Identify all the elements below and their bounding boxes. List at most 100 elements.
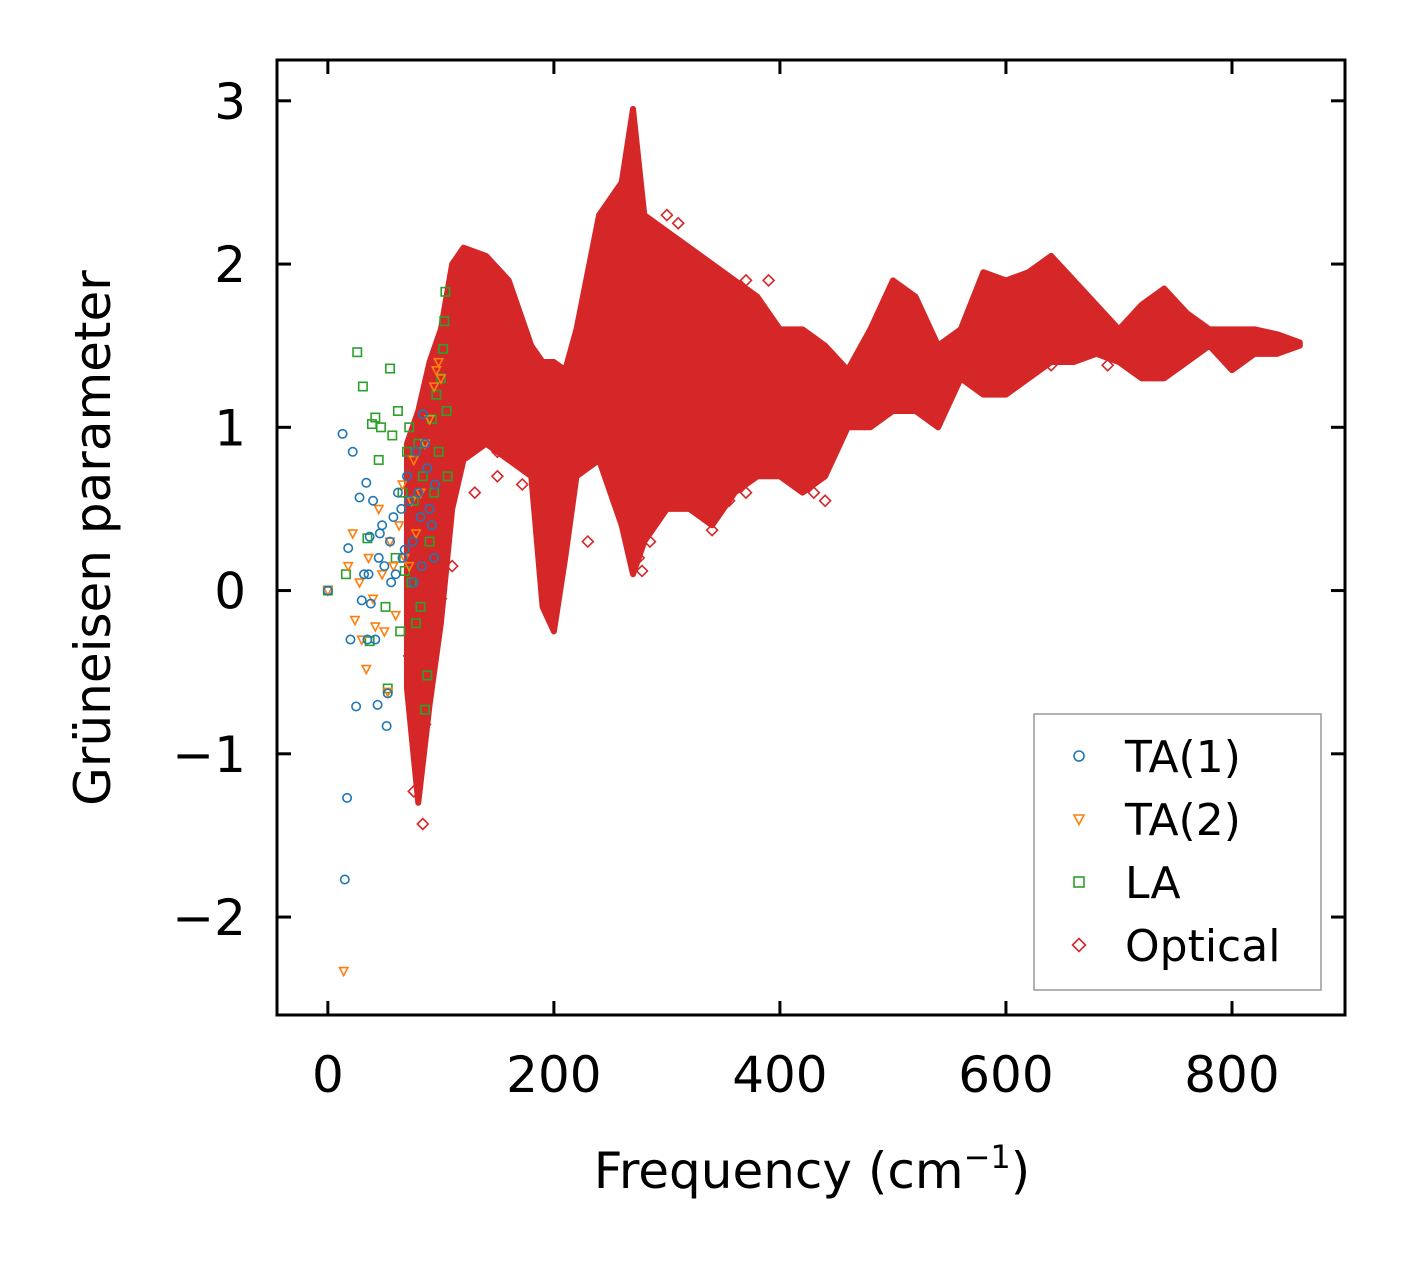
data-point [408, 455, 420, 467]
legend-label: TA(1) [1124, 732, 1241, 783]
optical-point [762, 273, 776, 287]
data-point [384, 537, 396, 548]
data-point [401, 471, 412, 482]
data-point [360, 664, 372, 676]
optical-point [1044, 358, 1058, 372]
optical-point [908, 384, 923, 398]
optical-point [682, 499, 697, 513]
optical-band [403, 105, 1303, 806]
data-point [386, 577, 397, 588]
optical-point [643, 534, 657, 549]
optical-point [632, 551, 646, 565]
y-tick-label: 0 [214, 563, 246, 621]
data-point [369, 622, 381, 633]
data-point [428, 382, 440, 393]
y-axis-title: Grüneisen parameter [64, 270, 122, 806]
data-point [395, 626, 406, 637]
data-point [422, 463, 433, 474]
legend-marker [1073, 750, 1085, 762]
data-point [419, 439, 431, 450]
data-point [438, 343, 449, 354]
optical-point [705, 523, 719, 537]
series-ta1 [322, 409, 441, 885]
optical-point [835, 420, 849, 434]
data-point [387, 430, 398, 441]
optical-point [671, 494, 685, 508]
x-axis-title: Frequency (cm−1) [594, 1138, 1031, 1200]
optical-point [511, 453, 525, 467]
data-point [372, 699, 383, 710]
data-point [397, 552, 408, 563]
y-tick-label: 1 [214, 399, 246, 457]
data-point [347, 446, 358, 457]
optical-point [468, 486, 482, 500]
data-point [411, 446, 422, 457]
optical-point [581, 534, 595, 549]
data-point [363, 553, 375, 565]
data-point [343, 543, 354, 554]
data-point [376, 570, 388, 581]
data-point [373, 454, 384, 465]
legend-item: TA(1) [1073, 732, 1241, 783]
data-point [396, 503, 407, 514]
data-point [363, 569, 374, 580]
data-point [385, 536, 396, 547]
optical-point [490, 445, 504, 459]
x-axis-title-close: ) [1011, 1142, 1031, 1200]
data-point [374, 528, 385, 539]
optical-point [490, 469, 504, 483]
optical-point [1101, 358, 1115, 372]
optical-point [407, 784, 421, 798]
y-tick-label: 3 [214, 73, 246, 131]
y-tick-label: 2 [214, 236, 246, 294]
data-point [381, 721, 392, 732]
data-point [378, 627, 390, 638]
legend-item: LA [1073, 858, 1181, 909]
y-tick-label: −2 [172, 889, 246, 947]
optical-point [795, 477, 810, 492]
y-tick-label: −1 [172, 726, 246, 784]
data-point [441, 405, 452, 416]
data-point [342, 792, 353, 803]
data-point [342, 561, 354, 573]
data-point [433, 357, 445, 369]
data-point [417, 471, 428, 482]
data-point [410, 529, 422, 540]
data-point [385, 363, 396, 374]
legend-marker [1072, 814, 1086, 827]
data-point [364, 531, 375, 542]
data-point [365, 598, 376, 609]
data-point [339, 874, 350, 885]
data-point [356, 595, 367, 606]
data-points [322, 105, 1303, 978]
data-point [396, 480, 408, 491]
optical-point [739, 273, 753, 287]
data-point [322, 586, 334, 597]
data-point [379, 561, 390, 572]
data-point [392, 405, 403, 416]
optical-point [660, 208, 674, 222]
legend-label: Optical [1125, 921, 1280, 972]
optical-point [818, 494, 832, 508]
legend: TA(1) TA(2) LA Optical [1033, 713, 1322, 991]
data-point [433, 446, 444, 457]
legend-marker [1073, 876, 1085, 888]
data-point [382, 688, 393, 699]
data-point [351, 701, 362, 712]
optical-point [728, 298, 742, 312]
data-point [420, 438, 431, 449]
legend-marker [1071, 937, 1087, 953]
data-point [404, 495, 415, 506]
data-point [435, 374, 447, 385]
data-point [413, 487, 424, 498]
legend-item: Optical [1071, 921, 1280, 972]
data-point [392, 487, 403, 498]
x-tick-label: 0 [312, 1046, 344, 1104]
plot-frame [275, 58, 1347, 1017]
x-tick-label: 800 [1184, 1046, 1279, 1104]
optical-point [411, 760, 425, 774]
data-point [416, 561, 427, 572]
data-point [403, 561, 415, 573]
